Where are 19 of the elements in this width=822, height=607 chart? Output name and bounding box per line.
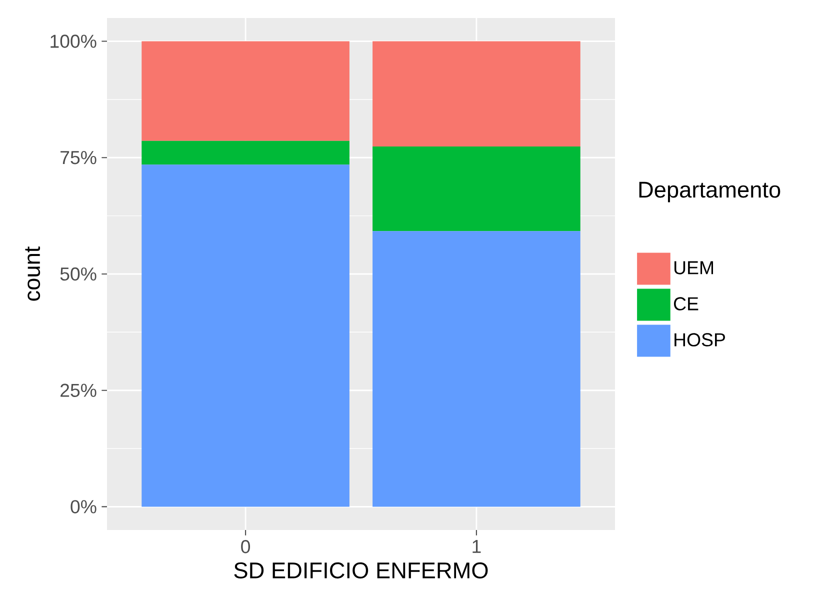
x-tick-label: 1 — [472, 540, 481, 553]
legend-title: Departamento — [639, 182, 780, 202]
y-tick-label: 0% — [70, 500, 96, 514]
x-tick-label: 0 — [241, 540, 250, 554]
y-tick-label: 25% — [60, 384, 96, 397]
bar — [142, 140, 350, 165]
legend-label: UEM — [674, 261, 713, 274]
bar — [142, 41, 350, 141]
bar — [372, 231, 580, 507]
x-axis-title: SD EDIFICIO ENFERMO — [234, 562, 488, 578]
y-tick-label: 75% — [60, 151, 96, 164]
legend-label: HOSP — [674, 333, 725, 346]
y-tick-label: 100% — [50, 34, 96, 48]
bar — [372, 41, 580, 146]
y-axis-title: count — [25, 246, 40, 301]
y-tick-label: 50% — [60, 267, 96, 281]
legend-label: CE — [674, 297, 698, 310]
bar — [372, 146, 580, 232]
bar — [142, 164, 350, 507]
